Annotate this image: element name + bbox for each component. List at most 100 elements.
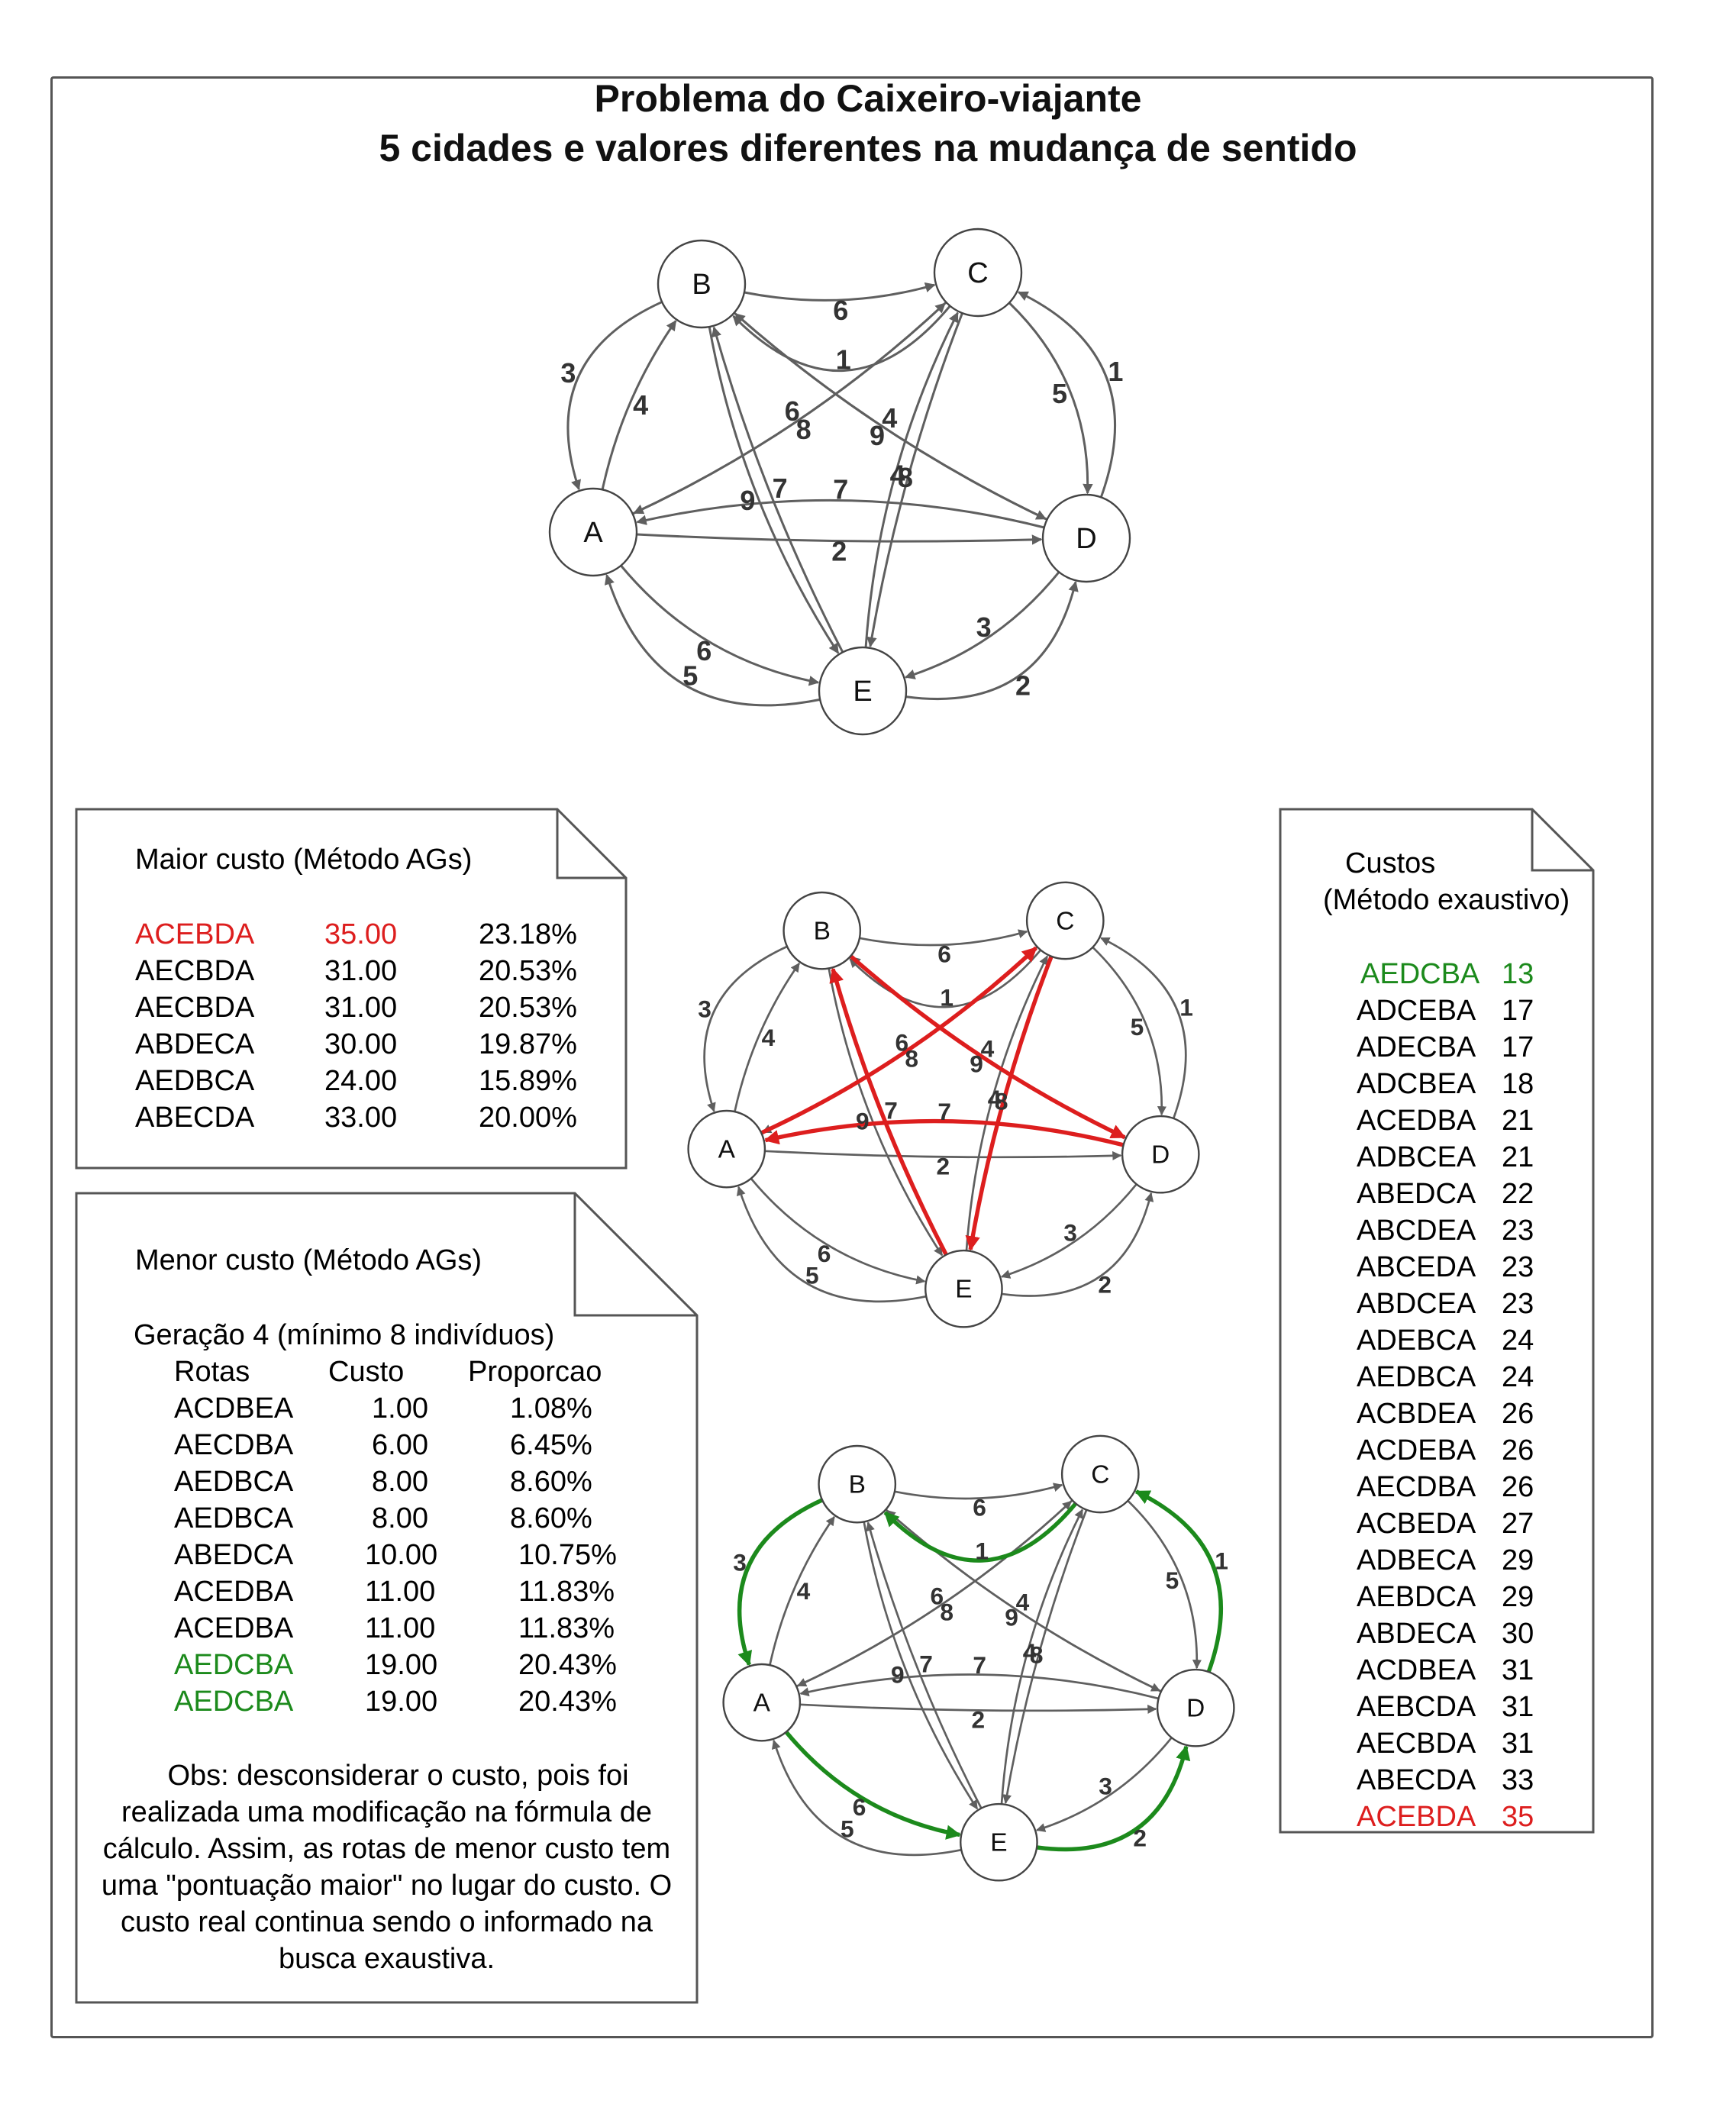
max-edge-AC [760, 946, 1038, 1135]
main-edge-DA [636, 499, 1045, 529]
min-edge-BA [737, 1498, 824, 1667]
custos-row-rota: ADCBEA [1357, 1068, 1476, 1100]
max-edge-DA [763, 1118, 1125, 1147]
custos-row-custo: 18 [1502, 1068, 1534, 1100]
custos-row-rota: ABCDEA [1357, 1215, 1476, 1247]
maior-row-prop: 20.53% [479, 992, 577, 1024]
max-edge-ED [1001, 1192, 1154, 1297]
custos-row-rota: ACEBDA [1357, 1801, 1476, 1833]
min-weight-DC: 1 [1215, 1547, 1228, 1575]
maior-row-custo: 31.00 [324, 992, 398, 1024]
min-edge-ED [1036, 1744, 1191, 1852]
custos-row-custo: 30 [1502, 1618, 1534, 1650]
maior-row-prop: 19.87% [479, 1028, 577, 1060]
menor-row-custo: 19.00 [365, 1686, 438, 1718]
menor-row-rota: ACEDBA [174, 1576, 294, 1608]
menor-row-custo: 6.00 [372, 1429, 428, 1461]
note-menor-fold [573, 1193, 697, 1317]
max-edge-BE [828, 968, 944, 1257]
custos-row-custo: 23 [1502, 1251, 1534, 1283]
main-weight-BE: 9 [740, 485, 755, 516]
custos-row-custo: 31 [1502, 1691, 1534, 1723]
max-weight-CD: 5 [1131, 1013, 1144, 1041]
maior-row-custo: 31.00 [324, 955, 398, 987]
max-edge-DC [1100, 937, 1187, 1119]
menor-row-rota: AEDBCA [174, 1466, 294, 1498]
main-weight-AC: 8 [796, 414, 812, 445]
custos-row-custo: 22 [1502, 1178, 1534, 1210]
max-node-label-A: A [718, 1136, 736, 1164]
main-node-C [933, 227, 1023, 318]
min-weight-AE: 6 [853, 1793, 866, 1821]
main-weight-DB: 4 [882, 402, 897, 434]
menor-row-prop: 20.43% [518, 1686, 617, 1718]
main-node-label-D: D [1076, 523, 1096, 555]
main-weight-AB: 4 [633, 389, 648, 421]
custos-row-rota: AECDBA [1357, 1471, 1476, 1503]
max-weight-BC: 6 [937, 941, 951, 968]
main-weight-BC: 6 [833, 295, 848, 326]
min-weight-DB: 4 [1016, 1589, 1030, 1616]
custos-row-custo: 31 [1502, 1654, 1534, 1686]
main-edge-CE [866, 312, 963, 648]
main-weight-CA: 6 [785, 395, 800, 427]
main-edge-DE [904, 571, 1060, 679]
main-weight-DC: 1 [1108, 356, 1123, 387]
maior-row-custo: 33.00 [324, 1102, 398, 1134]
main-edge-CB [732, 305, 951, 372]
custos-row-custo: 29 [1502, 1544, 1534, 1576]
maior-row-rota: AEDBCA [135, 1065, 255, 1097]
maior-row-prop: 23.18% [479, 918, 577, 950]
note-menor [75, 1192, 699, 2004]
main-node-label-B: B [692, 269, 711, 301]
max-edge-DE [1000, 1183, 1137, 1279]
min-weight-DA: 7 [973, 1651, 986, 1679]
main-weight-DE: 3 [976, 611, 992, 643]
max-edge-BD [849, 954, 1126, 1140]
main-edge-BA [566, 301, 663, 491]
max-weight-BD: 9 [970, 1050, 983, 1078]
custos-row-rota: ABCEDA [1357, 1251, 1476, 1283]
menor-row-rota: AEDCBA [174, 1649, 294, 1681]
main-weight-AE: 6 [696, 635, 712, 666]
main-edge-BE [708, 326, 840, 654]
min-edge-DE [1035, 1737, 1173, 1832]
max-weight-ED: 2 [1098, 1270, 1112, 1298]
custos-row-rota: ACDEBA [1357, 1434, 1476, 1467]
custos-row-rota: AEBCDA [1357, 1691, 1476, 1723]
min-weight-BA: 3 [733, 1548, 747, 1576]
max-edge-BC [859, 929, 1028, 947]
max-edge-AE [750, 1177, 926, 1285]
max-weight-AB: 4 [762, 1024, 776, 1051]
maior-row-rota: ABECDA [135, 1102, 255, 1134]
min-edge-BC [894, 1483, 1063, 1500]
menor-obs-line: Obs: desconsiderar o custo, pois foi [167, 1760, 629, 1792]
menor-header-rotas: Rotas [174, 1356, 250, 1388]
min-node-E [960, 1802, 1038, 1882]
menor-row-rota: AECDBA [174, 1429, 294, 1461]
min-edge-EB [866, 1521, 983, 1809]
max-weight-EB: 7 [884, 1097, 898, 1124]
custos-row-rota: AEBDCA [1357, 1581, 1476, 1613]
min-node-label-A: A [753, 1689, 771, 1718]
min-node-B [818, 1444, 897, 1524]
menor-header-custo: Custo [328, 1356, 405, 1388]
max-edge-AD [764, 1150, 1122, 1160]
min-weight-EA: 5 [841, 1815, 854, 1842]
max-weight-AE: 6 [818, 1240, 831, 1267]
custos-row-rota: ABEDCA [1357, 1178, 1476, 1210]
menor-row-prop: 8.60% [510, 1502, 592, 1534]
custos-row-custo: 17 [1502, 1031, 1534, 1063]
title-line-2: 5 cidades e valores diferentes na mudanç… [379, 127, 1357, 169]
max-edge-CD [1092, 946, 1166, 1116]
min-weight-BC: 6 [973, 1494, 986, 1521]
max-weight-CB: 1 [940, 983, 954, 1011]
menor-row-prop: 6.45% [510, 1429, 592, 1461]
menor-row-rota: ACEDBA [174, 1612, 294, 1644]
max-weight-AC: 8 [905, 1045, 918, 1073]
maior-row-rota: AECBDA [135, 955, 255, 987]
main-weight-AD: 2 [831, 536, 847, 567]
main-edge-AB [601, 320, 677, 490]
main-edge-ED [905, 581, 1079, 701]
